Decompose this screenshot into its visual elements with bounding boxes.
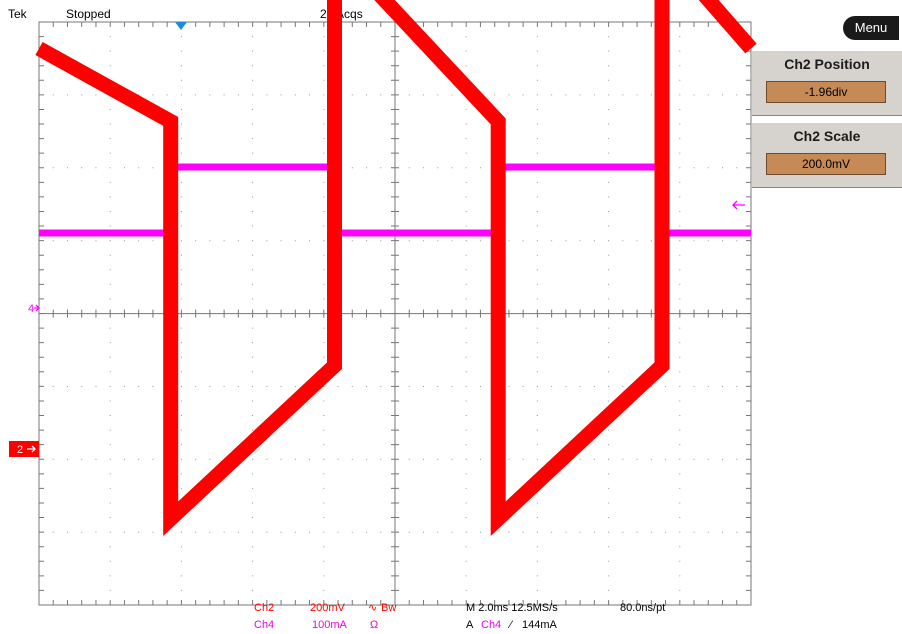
bandwidth-limit: Bw <box>381 602 397 614</box>
ch2-scale-panel[interactable]: Ch2 Scale 200.0mV <box>752 122 902 188</box>
ch2-scale-title: Ch2 Scale <box>793 128 861 144</box>
trigger-prefix: A <box>466 619 474 631</box>
graticule <box>38 21 752 606</box>
run-state: Stopped <box>66 7 111 21</box>
trigger-position-marker <box>175 22 187 30</box>
ch4-marker-arrow <box>34 304 40 312</box>
ch2-level-marker: 2 <box>9 441 39 457</box>
ch2-marker-label: 2 <box>17 444 23 456</box>
trigger-source: Ch4 <box>481 619 502 631</box>
ch2-label: Ch2 <box>254 602 275 614</box>
trigger-slope-icon: ⁄ <box>510 619 512 631</box>
ch4-marker-label: 4 <box>28 303 34 315</box>
brand-label: Tek <box>8 7 27 21</box>
ch2-marker-box <box>9 441 39 457</box>
ch4-scale-readout: 100mA <box>312 619 347 631</box>
graticule-ticks <box>39 22 751 605</box>
timebase-readout: M 2.0ms 12.5MS/s <box>466 602 558 614</box>
ch4-label: Ch4 <box>254 619 275 631</box>
ch2-scale-value[interactable]: 200.0mV <box>766 153 886 175</box>
record-resolution: 80.0ns/pt <box>620 602 666 614</box>
ch2-coupling-icon: ∿ <box>368 602 378 614</box>
ch2-scale-readout: 200mV <box>310 602 345 614</box>
ch4-level-marker: 4 <box>28 303 40 315</box>
trigger-level: 144mA <box>522 619 557 631</box>
ch2-trace <box>35 0 757 536</box>
trigger-level-marker <box>732 200 745 210</box>
ch4-termination-icon: Ω <box>370 619 379 631</box>
ch2-position-panel[interactable]: Ch2 Position -1.96div <box>752 50 902 116</box>
ch2-marker-arrow <box>27 445 36 453</box>
ch2-position-value[interactable]: -1.96div <box>766 81 886 103</box>
menu-button[interactable]: Menu <box>843 16 899 40</box>
markers: 42 <box>9 22 745 457</box>
waveform-traces <box>35 0 757 536</box>
ch2-position-title: Ch2 Position <box>784 56 870 72</box>
